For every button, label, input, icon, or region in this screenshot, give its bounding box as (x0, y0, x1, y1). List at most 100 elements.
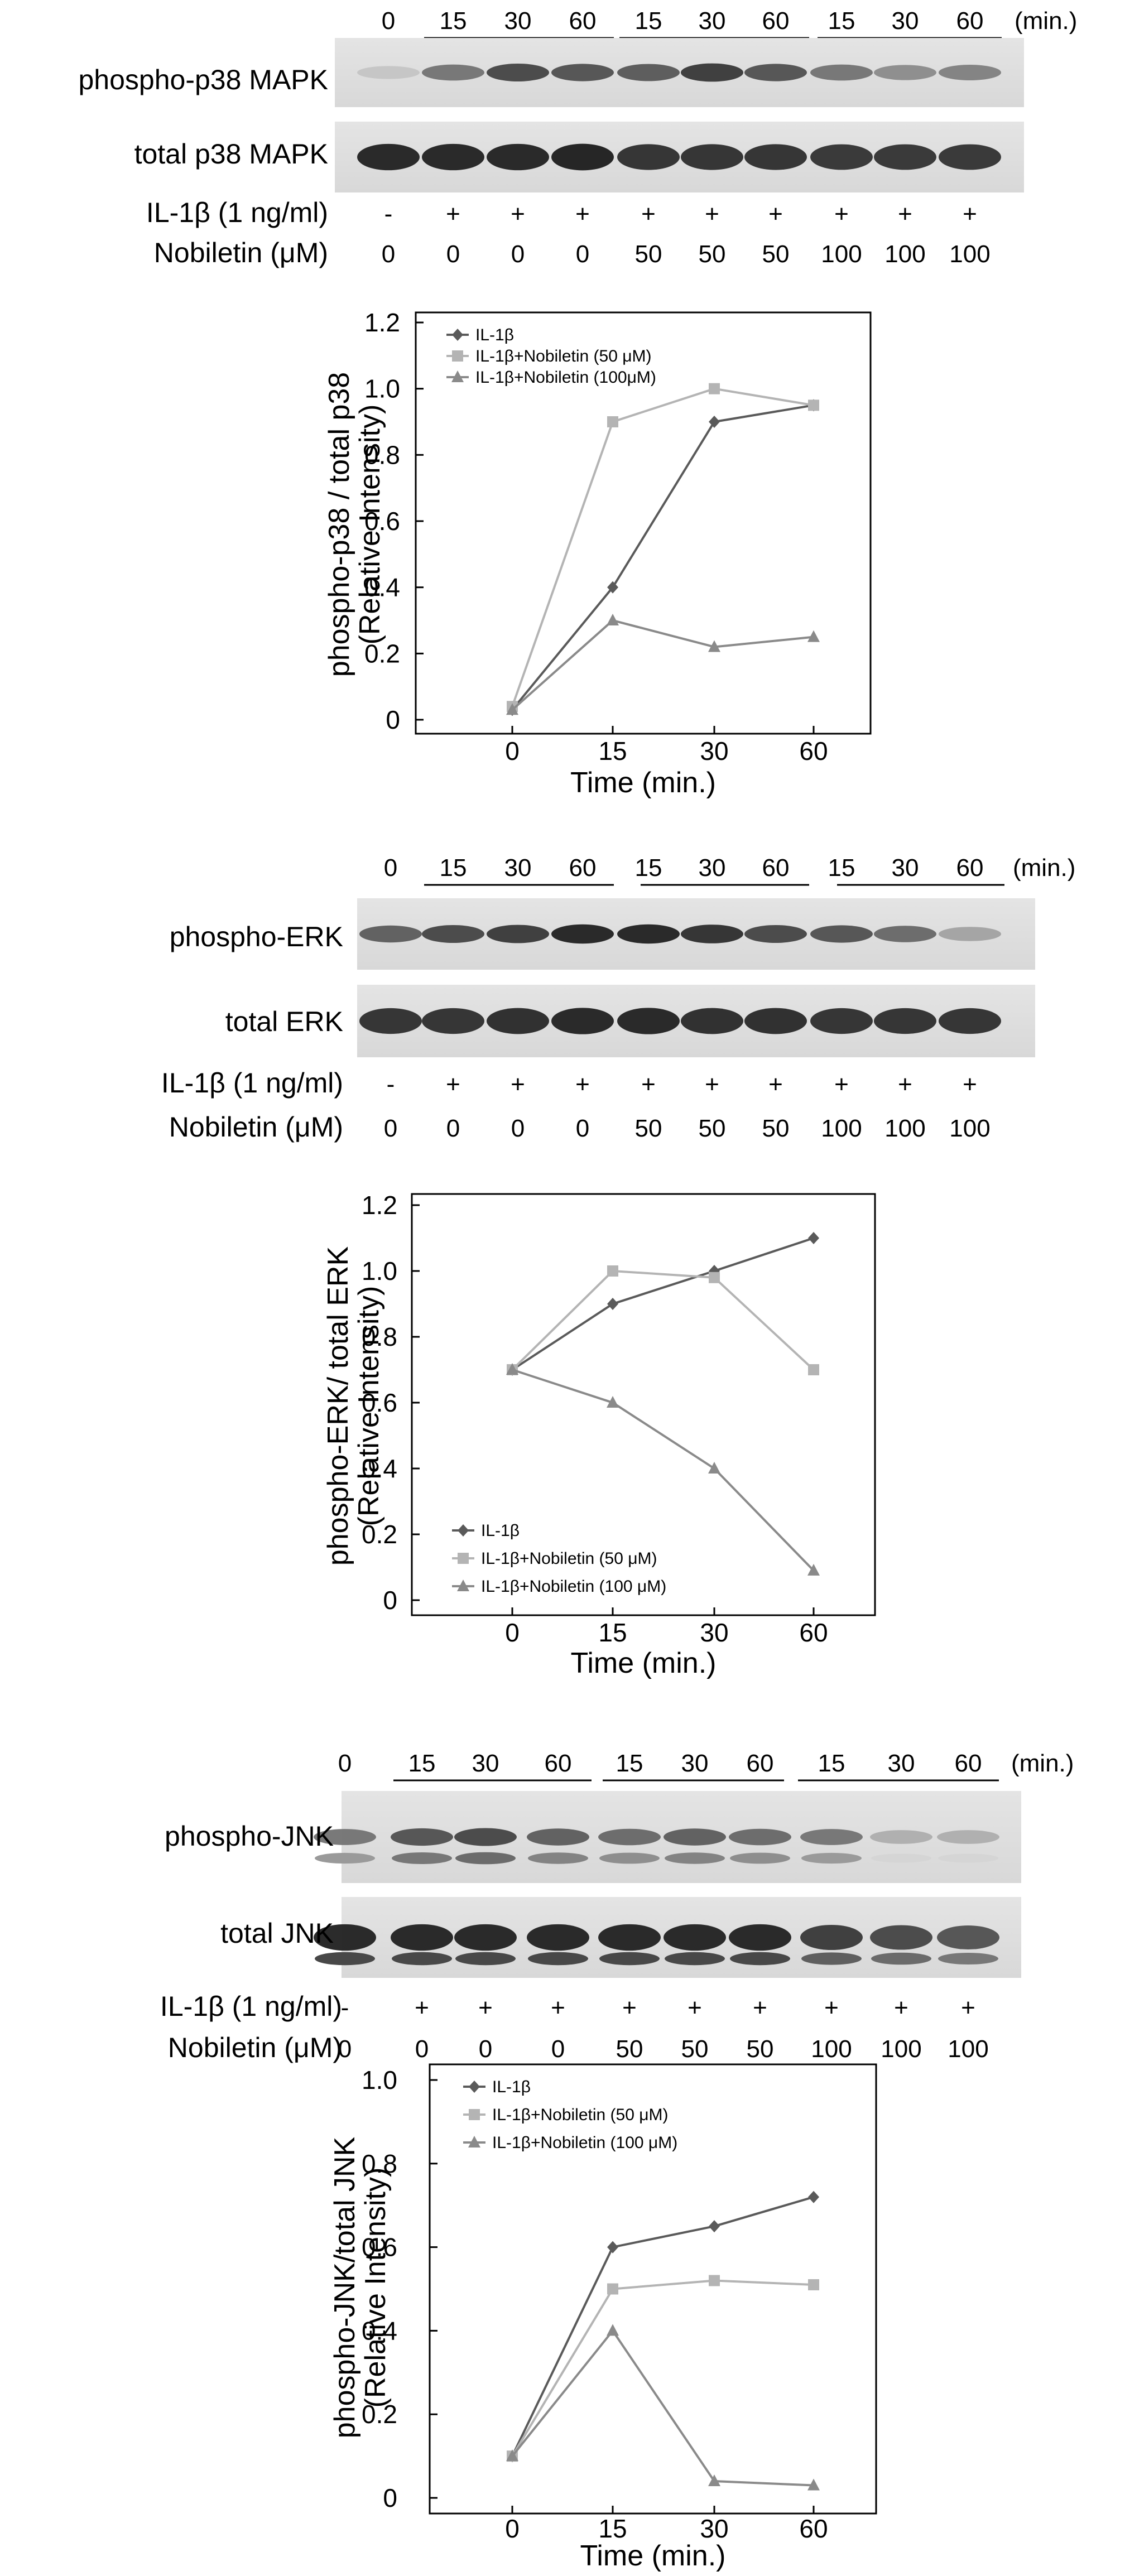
blot-band (598, 1828, 661, 1846)
x-tick-label: 30 (700, 736, 728, 765)
data-point (607, 614, 619, 625)
nobiletin-value: 50 (635, 1115, 662, 1142)
data-point (808, 1364, 819, 1375)
il1b-value: + (575, 200, 590, 228)
blot-band (359, 1008, 422, 1034)
nobiletin-value: 0 (384, 1115, 397, 1142)
il1b-value: + (768, 1071, 783, 1098)
il1b-value: + (834, 200, 849, 228)
blot-band-lower (315, 1952, 375, 1966)
legend-label: IL-1β+Nobiletin (50 μM) (492, 2106, 669, 2124)
x-tick-label: 0 (505, 736, 520, 765)
blot-band (939, 1008, 1001, 1034)
time-lane-label: 30 (504, 7, 532, 35)
blot-panel: 0 15 30 60 15 30 60 15 30 60 (min.) phospho-ERK tota… (161, 854, 1076, 1143)
il1b-value: + (961, 1994, 975, 2021)
time-lane-label: 15 (828, 854, 855, 882)
nobiletin-value: 100 (948, 2035, 988, 2063)
il1b-value: + (898, 200, 912, 228)
data-point (607, 2283, 618, 2295)
data-point (506, 1363, 518, 1375)
x-tick-label: 15 (598, 2514, 627, 2543)
blot-band (314, 1924, 376, 1951)
il1b-row-label: IL-1β (1 ng/ml) (160, 1991, 342, 2022)
blot-band-lower (938, 1953, 998, 1964)
blot-band (617, 924, 680, 944)
blot-band (810, 64, 873, 81)
legend-label: IL-1β+Nobiletin (100 μM) (481, 1577, 666, 1596)
y-tick-label: 0.6 (364, 507, 400, 536)
data-point (709, 383, 720, 394)
blot-band (874, 144, 936, 170)
time-lane-label: 30 (504, 854, 532, 882)
blot-band (810, 1008, 873, 1034)
blot-band-lower (455, 1852, 516, 1865)
series-line (511, 387, 814, 707)
series-line (512, 1369, 815, 1572)
nobiletin-row-label: Nobiletin (μM) (154, 237, 328, 268)
blot-band (422, 1008, 484, 1034)
blot-band (551, 924, 614, 944)
blot-band (617, 1008, 680, 1034)
blot-band-lower (455, 1952, 516, 1966)
y-tick-label: 1.0 (364, 374, 400, 403)
blot-band-lower (730, 1952, 790, 1966)
il1b-value: + (415, 1994, 429, 2021)
blot-band-lower (665, 1852, 725, 1864)
x-tick-label: 15 (598, 736, 627, 765)
blot-band-lower (730, 1852, 790, 1864)
nobiletin-value: 100 (949, 1115, 990, 1142)
blot-band (870, 1925, 932, 1950)
blot-band (681, 63, 743, 82)
y-tick-label: 0.2 (362, 2400, 397, 2429)
x-axis-label: Time (min.) (571, 1647, 717, 1679)
blot-band (422, 143, 484, 171)
nobiletin-value: 0 (446, 1115, 460, 1142)
time-lane-label: 0 (384, 854, 397, 882)
x-tick-label: 60 (799, 2514, 828, 2543)
blot-band-lower (665, 1952, 725, 1966)
time-lane-label: 15 (616, 1750, 643, 1777)
data-point (607, 2241, 618, 2254)
blot-band (551, 143, 614, 171)
y-tick-label: 0.4 (364, 573, 400, 602)
il1b-value: + (963, 200, 977, 228)
blot-band (359, 925, 422, 943)
nobiletin-value: 50 (681, 2035, 709, 2063)
blot-band-lower (315, 1852, 375, 1864)
time-lane-label: 30 (892, 7, 919, 35)
il1b-value: + (446, 1071, 460, 1098)
blot-panel: 0 15 30 60 15 30 60 15 30 60 (min.) phospho-JNK tota… (160, 1750, 1074, 2063)
y-axis-sublabel: (Relative Intensity) (353, 1286, 385, 1527)
y-tick-label: 0.4 (362, 2316, 397, 2345)
blot-band (598, 1924, 661, 1951)
blot-band (487, 1008, 549, 1034)
phospho-blot-label: phospho-JNK (165, 1821, 334, 1852)
data-point (607, 1298, 618, 1310)
x-tick-label: 60 (799, 736, 828, 765)
data-point (708, 640, 720, 652)
x-axis-label: Time (min.) (580, 2540, 726, 2572)
y-tick-label: 0 (386, 705, 400, 734)
data-point (807, 1563, 820, 1576)
line-chart: 0 0.2 0.4 0.6 0.8 1.0 1.2 0 15 30 60 Time (min.) pho… (323, 308, 872, 799)
nobiletin-value: 100 (881, 2035, 921, 2063)
blot-band (551, 1008, 614, 1034)
data-point (808, 399, 819, 411)
y-tick-label: 0.2 (362, 1520, 397, 1549)
legend-label: IL-1β (475, 326, 514, 344)
blot-band (357, 143, 420, 171)
y-tick-label: 1.0 (362, 1256, 397, 1285)
nobiletin-value: 0 (511, 240, 525, 268)
nobiletin-value: 50 (635, 240, 662, 268)
data-point (469, 2081, 480, 2093)
blot-band (487, 143, 549, 171)
time-lane-label: 30 (472, 1750, 499, 1777)
blot-band (314, 1829, 376, 1845)
nobiletin-value: 50 (762, 1115, 790, 1142)
blot-band (937, 1830, 999, 1844)
blot-band (937, 1925, 999, 1949)
time-lane-label: 30 (888, 1750, 915, 1777)
y-axis-sublabel: (Relative Intensity) (359, 2168, 392, 2408)
